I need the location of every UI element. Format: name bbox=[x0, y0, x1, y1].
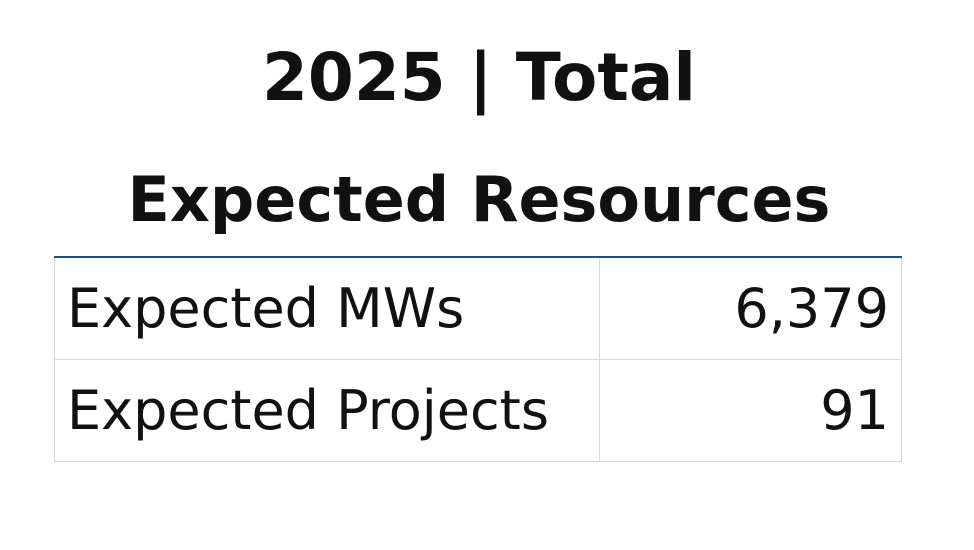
resources-table: Expected MWs 6,379 Expected Projects 91 bbox=[54, 256, 902, 462]
page-subtitle: Expected Resources bbox=[127, 163, 831, 236]
page-title: 2025 | Total bbox=[261, 39, 697, 116]
table-row-expected-projects: Expected Projects 91 bbox=[54, 359, 902, 462]
row-value: 6,379 bbox=[599, 258, 902, 360]
row-label: Expected Projects bbox=[54, 359, 600, 462]
row-label: Expected MWs bbox=[54, 258, 600, 360]
table-row-expected-mws: Expected MWs 6,379 bbox=[54, 258, 902, 360]
row-value: 91 bbox=[599, 359, 902, 462]
